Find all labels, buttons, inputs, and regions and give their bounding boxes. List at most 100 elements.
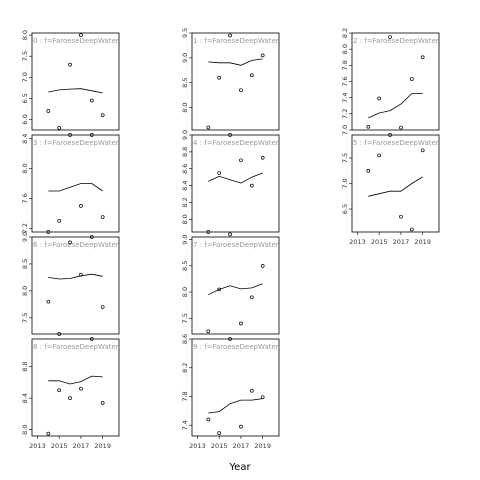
data-point [217,287,222,292]
y-tick-label: 8.0 [21,163,29,173]
data-point [388,35,392,39]
data-point [399,125,403,130]
panel-7: 7 : f=FaroeseDeepWaterS 7.5 8.0 8.5 9.0 [181,232,284,335]
data-point [228,133,232,137]
data-point [249,295,254,300]
data-point [206,125,211,130]
data-point [57,332,62,336]
y-tick-label: 7.0 [341,125,349,135]
y-tick-label: 9.0 [21,232,29,242]
y-tick-label: 8.2 [181,363,189,373]
panel-frame [31,134,120,233]
data-point [79,204,83,208]
panel-frame [31,236,120,335]
y-tick-label: 8.0 [181,214,189,224]
x-tick-label: 2019 [94,442,111,450]
y-tick-label: 9.0 [181,234,189,244]
y-tick-label: 7.5 [181,313,189,323]
smooth-line [208,58,263,66]
panel-frame [31,338,120,437]
panel-2: 2 : f=FaroeseDeepWaterS 7.0 7.2 7.4 7.6 7.8 8.… [341,28,444,135]
data-point [206,417,211,422]
data-point [249,388,254,393]
y-tick-label: 8.0 [21,30,29,40]
data-point [249,183,254,188]
data-point [68,396,72,400]
y-tick-label: 8.4 [21,134,29,144]
data-point [260,155,265,160]
data-point [377,96,382,101]
data-point [228,337,232,341]
data-point [68,133,72,137]
panel-title: 3 : f=FaroeseDeepWaterS [33,139,124,147]
y-tick-label: 8.5 [181,261,189,271]
y-tick-label: 8.0 [181,287,189,297]
panel-0: 0 : f=FaroeseDeepWaterS 6.0 6.5 7.0 7.5 8.0 [21,30,120,131]
smooth-line [48,88,103,94]
data-point [100,401,105,405]
data-point [100,113,105,118]
data-point [366,168,371,173]
smooth-line [208,283,263,296]
data-point [46,431,51,436]
data-point [260,263,265,268]
panel-8: 8 : f=FaroeseDeepWaterS 8.0 8.4 8.8 2013 2015… [21,337,120,450]
data-point [239,88,243,93]
panel-9: 9 : f=FaroeseDeepWaterS 7.4 7.8 8.2 8.6 2013 2… [181,334,280,450]
y-tick-label: 7.5 [21,313,29,323]
data-point [206,329,211,334]
data-point [249,73,254,78]
data-point [46,230,51,234]
smooth-line [208,172,263,184]
data-point [79,272,83,277]
x-tick-label: 2017 [233,442,250,450]
data-point [239,424,243,429]
data-point [46,109,51,113]
y-tick-label: 8.0 [21,286,29,296]
data-point [366,124,371,129]
smooth-line [48,375,103,385]
panel-title: 4 : f=FaroeseDeepWaterS [193,139,284,147]
data-point [420,148,425,153]
data-point [68,62,72,67]
panel-1: 1 : f=FaroeseDeepWaterS 8.0 8.5 9.0 9.5 [181,28,280,131]
smooth-line [48,273,103,280]
panel-frame [191,32,280,131]
y-tick-label: 8.4 [21,393,29,403]
panel-title: 7 : f=FaroeseDeepWaterS [193,241,284,249]
data-point [409,227,414,232]
smooth-line [368,176,423,197]
data-point [89,98,94,103]
y-tick-label: 8.2 [181,197,189,207]
y-tick-label: 6.0 [21,114,29,124]
data-point [89,133,94,137]
data-point [89,337,94,341]
data-point [377,153,382,158]
data-point [79,386,83,391]
y-tick-label: 7.5 [341,153,349,163]
smooth-line [48,183,103,192]
data-point [239,321,243,326]
y-tick-label: 9.0 [181,130,189,140]
y-tick-label: 7.8 [181,391,189,401]
y-tick-label: 8.8 [181,147,189,157]
panel-frame [351,134,440,233]
x-tick-label: 2015 [51,442,68,450]
data-point [79,33,83,37]
panel-4: 4 : f=FaroeseDeepWaterS 8.0 8.2 8.4 8.6 8.8 9.… [181,130,284,234]
panel-title: 2 : f=FaroeseDeepWaterS [353,37,444,45]
data-point [388,133,392,137]
data-point [217,171,222,175]
x-tick-label: 2017 [393,238,410,246]
y-tick-label: 8.0 [341,44,349,54]
y-tick-label: 8.2 [341,28,349,38]
y-tick-label: 7.0 [21,72,29,82]
y-tick-label: 6.5 [341,204,349,214]
x-tick-label: 2013 [349,238,366,246]
y-tick-label: 7.2 [21,223,29,233]
panel-frame [31,32,120,131]
y-tick-label: 7.4 [341,92,349,102]
data-point [57,388,62,393]
